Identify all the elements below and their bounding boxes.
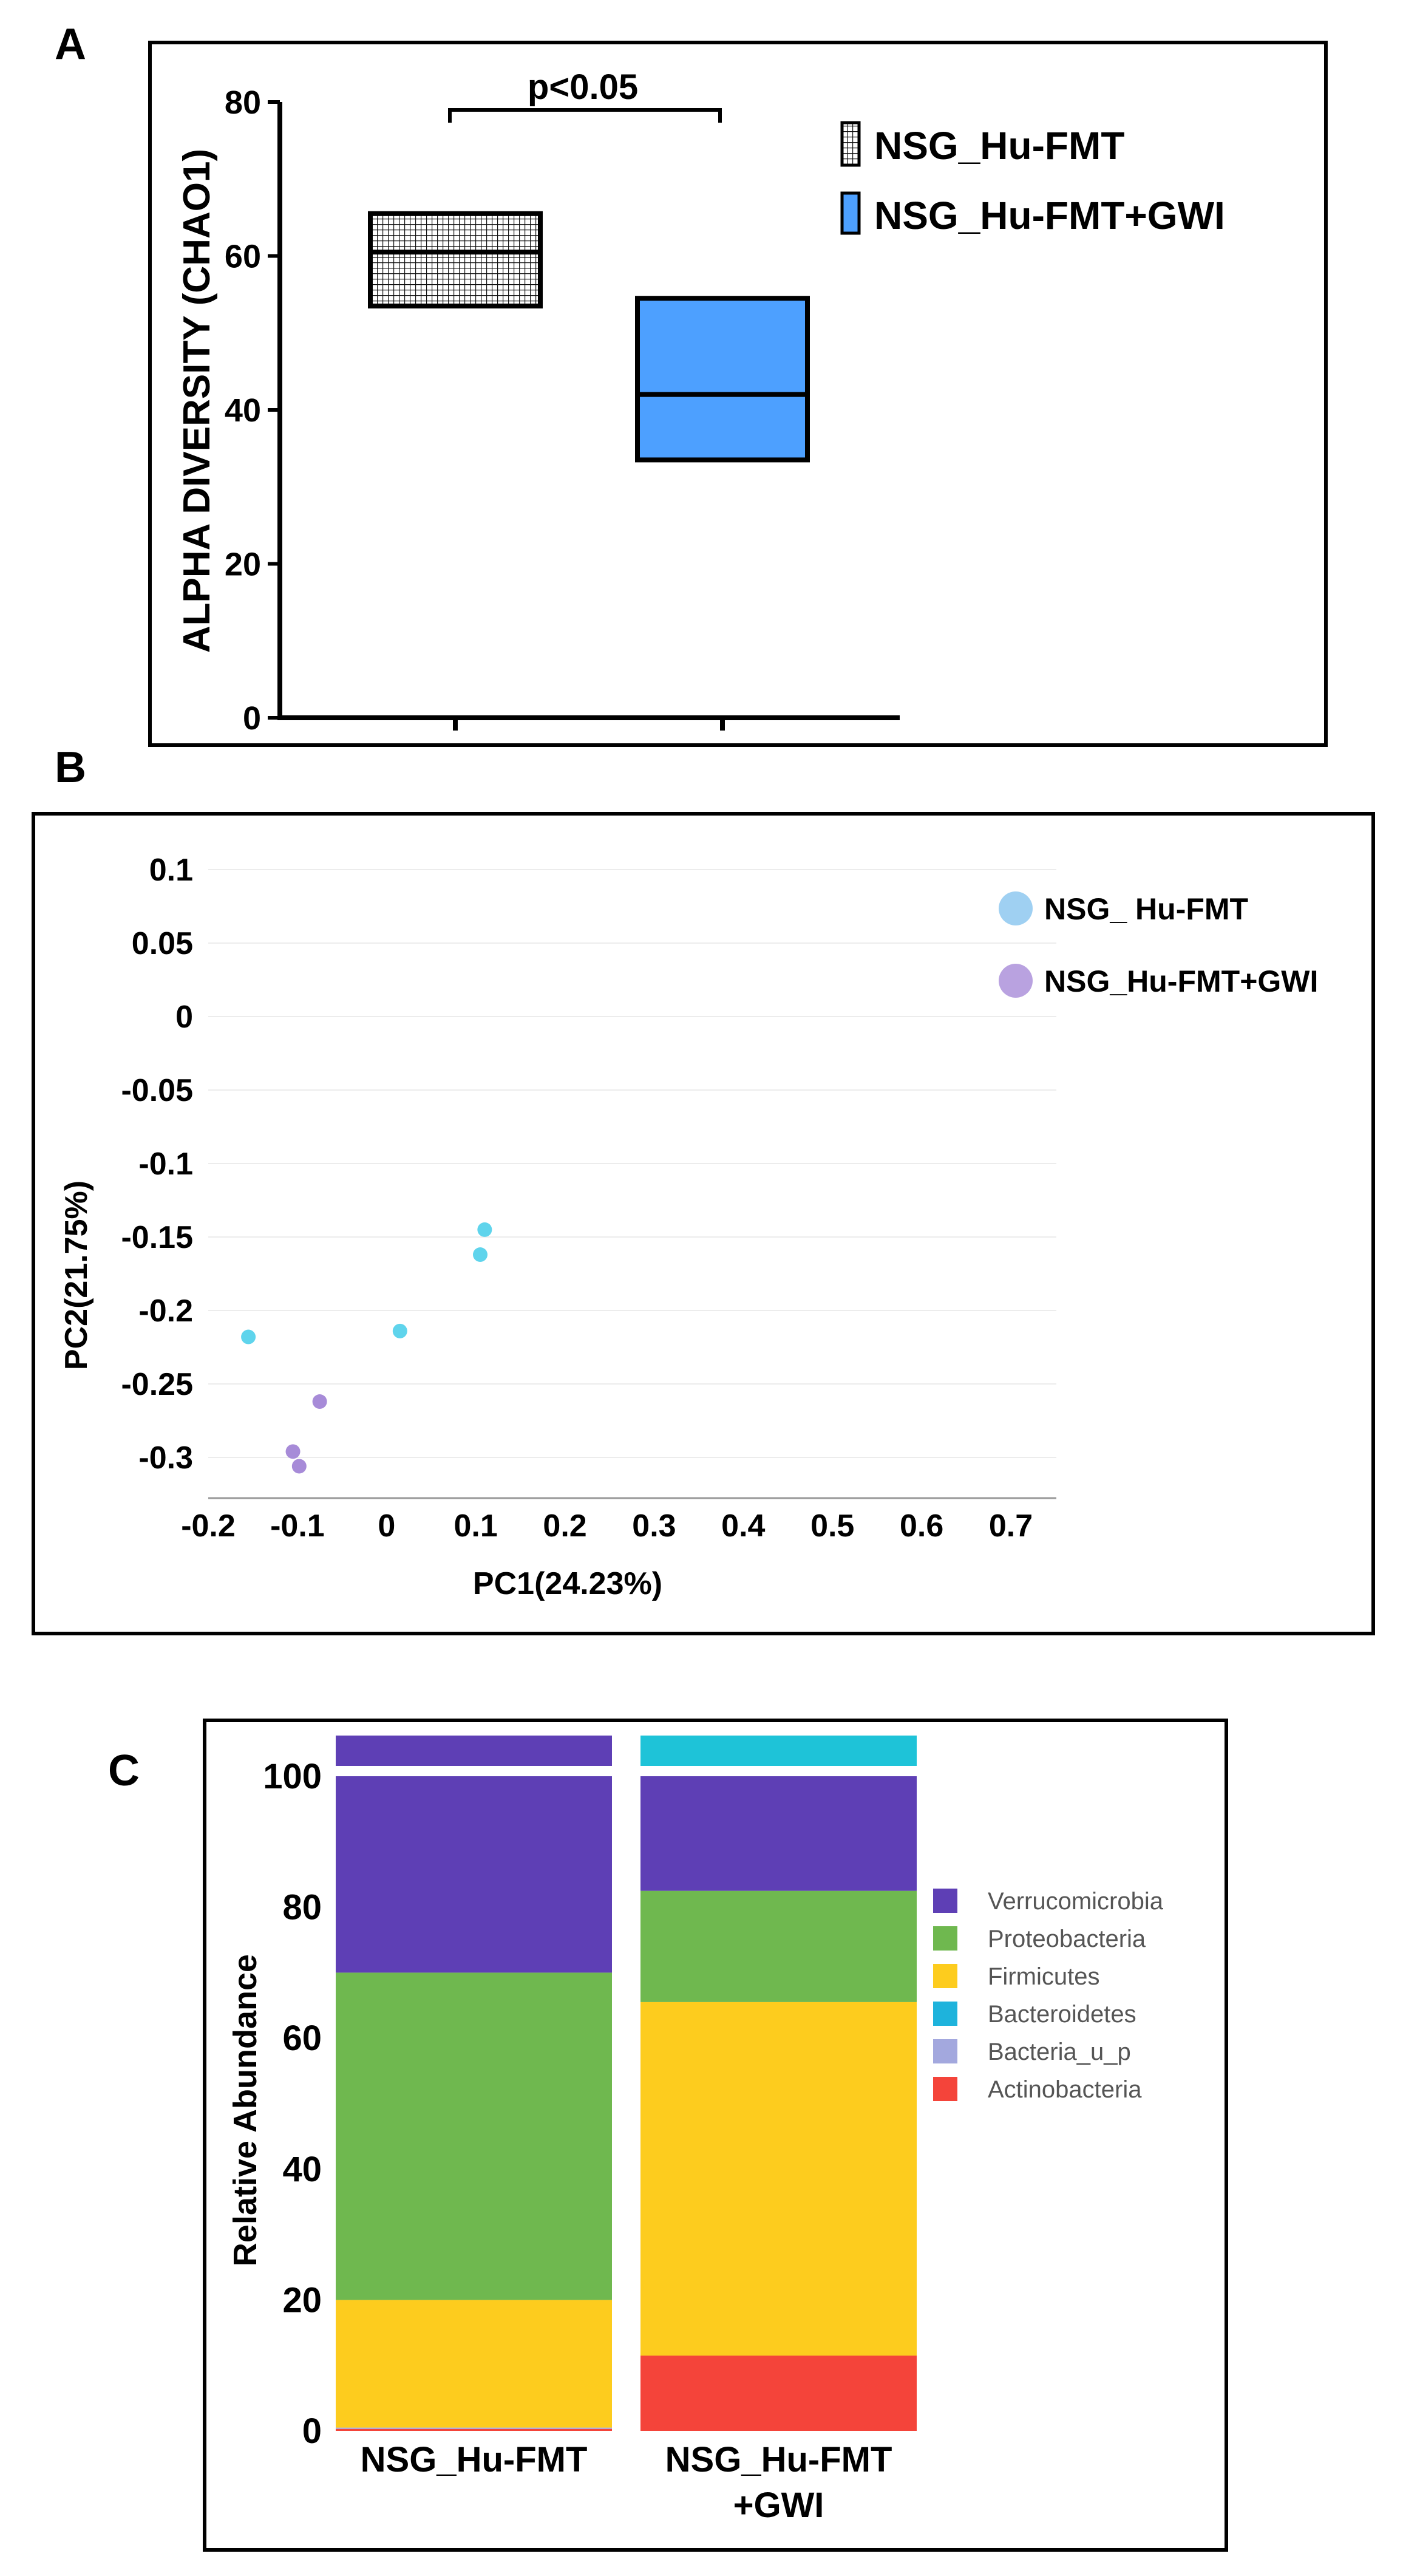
p-value-annotation: p<0.05 xyxy=(528,67,638,107)
x-tick-label: 0.5 xyxy=(810,1508,854,1544)
panel-c-y-label: Relative Abundance xyxy=(227,1954,263,2266)
scatter-point-series-1 xyxy=(477,1222,492,1237)
y-tick-label: 0.1 xyxy=(149,853,193,888)
category-label: NSG_Hu-FMT xyxy=(665,2440,892,2479)
scatter-point-series-2 xyxy=(285,1444,301,1459)
segment-firmicutes xyxy=(640,2002,917,2356)
legend-label: NSG_Hu-FMT xyxy=(874,124,1124,168)
y-tick-label: 0 xyxy=(302,2411,322,2451)
panel-a: A ALPHA DIVERSITY (CHAO1) 0 20 40 60 80 p<0.… xyxy=(55,20,1328,747)
legend-marker xyxy=(999,964,1033,998)
legend-label: NSG_ Hu-FMT xyxy=(1044,892,1248,926)
legend-swatch xyxy=(933,2002,957,2026)
y-tick-label: 0.05 xyxy=(132,926,193,961)
panel-c: C Relative Abundance 0 20 40 60 80 100 NSG_Hu… xyxy=(108,1719,1228,2552)
panel-b-legend: NSG_ Hu-FMT NSG_Hu-FMT+GWI xyxy=(999,891,1318,998)
panel-c-frame xyxy=(203,1719,1228,2552)
legend-label: Verrucomicrobia xyxy=(988,1888,1164,1915)
y-tick-label: 100 xyxy=(263,1757,322,1796)
legend-marker xyxy=(999,891,1033,925)
y-tick-label: 60 xyxy=(225,239,261,275)
box-2 xyxy=(635,296,810,463)
scatter-point-series-1 xyxy=(241,1329,256,1344)
y-tick-label: 80 xyxy=(225,84,261,121)
panel-c-letter: C xyxy=(108,1746,140,1795)
segment-actinobacteria xyxy=(640,2356,917,2431)
scatter-point-series-1 xyxy=(392,1323,407,1338)
legend-swatch xyxy=(840,121,861,167)
bar-cap xyxy=(336,1736,612,1766)
panel-b-letter: B xyxy=(55,743,86,792)
legend-label: Bacteria_u_p xyxy=(988,2039,1131,2065)
y-tick-label: 20 xyxy=(282,2280,322,2320)
legend-label: Actinobacteria xyxy=(988,2076,1142,2103)
legend-swatch xyxy=(933,2039,957,2063)
x-tick-label: -0.1 xyxy=(270,1508,325,1544)
x-tick-label: 0.6 xyxy=(900,1508,943,1544)
x-tick-label: 0.7 xyxy=(989,1508,1033,1544)
y-tick-label: 20 xyxy=(225,547,261,583)
segment-bacteria-u-p xyxy=(336,2427,612,2429)
y-tick-label: -0.1 xyxy=(138,1147,193,1182)
panel-c-legend: Verrucomicrobia Proteobacteria Firmicutes B… xyxy=(933,1888,1164,2103)
panel-b-frame xyxy=(32,812,1375,1635)
x-tick-label: 0.2 xyxy=(543,1508,586,1544)
scatter-point-series-2 xyxy=(291,1459,307,1474)
panel-a-legend: NSG_Hu-FMT NSG_Hu-FMT+GWI xyxy=(840,121,1225,237)
legend-swatch xyxy=(933,1889,957,1913)
panel-a-y-label: ALPHA DIVERSITY (CHAO1) xyxy=(176,149,218,653)
y-tick-label: 60 xyxy=(282,2019,322,2058)
x-tick-label: 0.3 xyxy=(632,1508,676,1544)
segment-proteobacteria xyxy=(336,1972,612,2300)
stacked-bar-1 xyxy=(336,1736,612,2431)
y-tick-label: -0.3 xyxy=(138,1440,193,1476)
legend-swatch xyxy=(840,191,861,235)
category-label-line2: +GWI xyxy=(733,2486,824,2525)
significance-bracket: p<0.05 xyxy=(448,67,722,123)
x-tick-label: -0.2 xyxy=(181,1508,236,1544)
stacked-bar-2 xyxy=(640,1736,917,2431)
panel-b-y-label: PC2(21.75%) xyxy=(59,1181,94,1370)
y-tick-label: 0 xyxy=(175,1000,193,1035)
segment-proteobacteria xyxy=(640,1890,917,2002)
box-1 xyxy=(368,211,543,308)
panel-a-frame xyxy=(148,41,1328,747)
legend-label: NSG_Hu-FMT+GWI xyxy=(1044,964,1318,998)
y-tick-label: -0.15 xyxy=(121,1220,193,1255)
segment-verrucomicrobia xyxy=(640,1776,917,1891)
legend-label: NSG_Hu-FMT+GWI xyxy=(874,194,1225,237)
y-tick-label: 0 xyxy=(243,700,261,737)
segment-firmicutes xyxy=(336,2300,612,2428)
segment-verrucomicrobia xyxy=(336,1776,612,1973)
scatter-point-series-1 xyxy=(473,1247,488,1262)
segment-actinobacteria xyxy=(336,2428,612,2431)
y-tick-label: -0.2 xyxy=(138,1293,193,1329)
category-label: NSG_Hu-FMT xyxy=(361,2440,588,2479)
panel-b-x-label: PC1(24.23%) xyxy=(473,1566,662,1601)
scatter-point-series-2 xyxy=(312,1394,327,1409)
panel-a-letter: A xyxy=(55,20,86,69)
x-tick-label: 0.1 xyxy=(454,1508,498,1544)
y-tick-label: 40 xyxy=(282,2150,322,2189)
y-tick-label: 40 xyxy=(225,392,261,429)
x-tick-label: 0.4 xyxy=(721,1508,765,1544)
panel-b: B 0.1 0.05 0 -0.05 -0.1 -0.15 -0.2 -0.25 -0.3 -0… xyxy=(32,743,1375,1635)
y-tick-label: 80 xyxy=(282,1888,322,1927)
legend-swatch xyxy=(933,2077,957,2101)
x-tick-label: 0 xyxy=(378,1508,395,1544)
y-tick-label: -0.05 xyxy=(121,1073,193,1108)
legend-label: Proteobacteria xyxy=(988,1926,1146,1952)
legend-label: Bacteroidetes xyxy=(988,2001,1136,2028)
y-tick-label: -0.25 xyxy=(121,1367,193,1402)
legend-label: Firmicutes xyxy=(988,1963,1099,1990)
bar-cap xyxy=(640,1736,917,1766)
legend-swatch xyxy=(933,1964,957,1988)
legend-swatch xyxy=(933,1926,957,1951)
